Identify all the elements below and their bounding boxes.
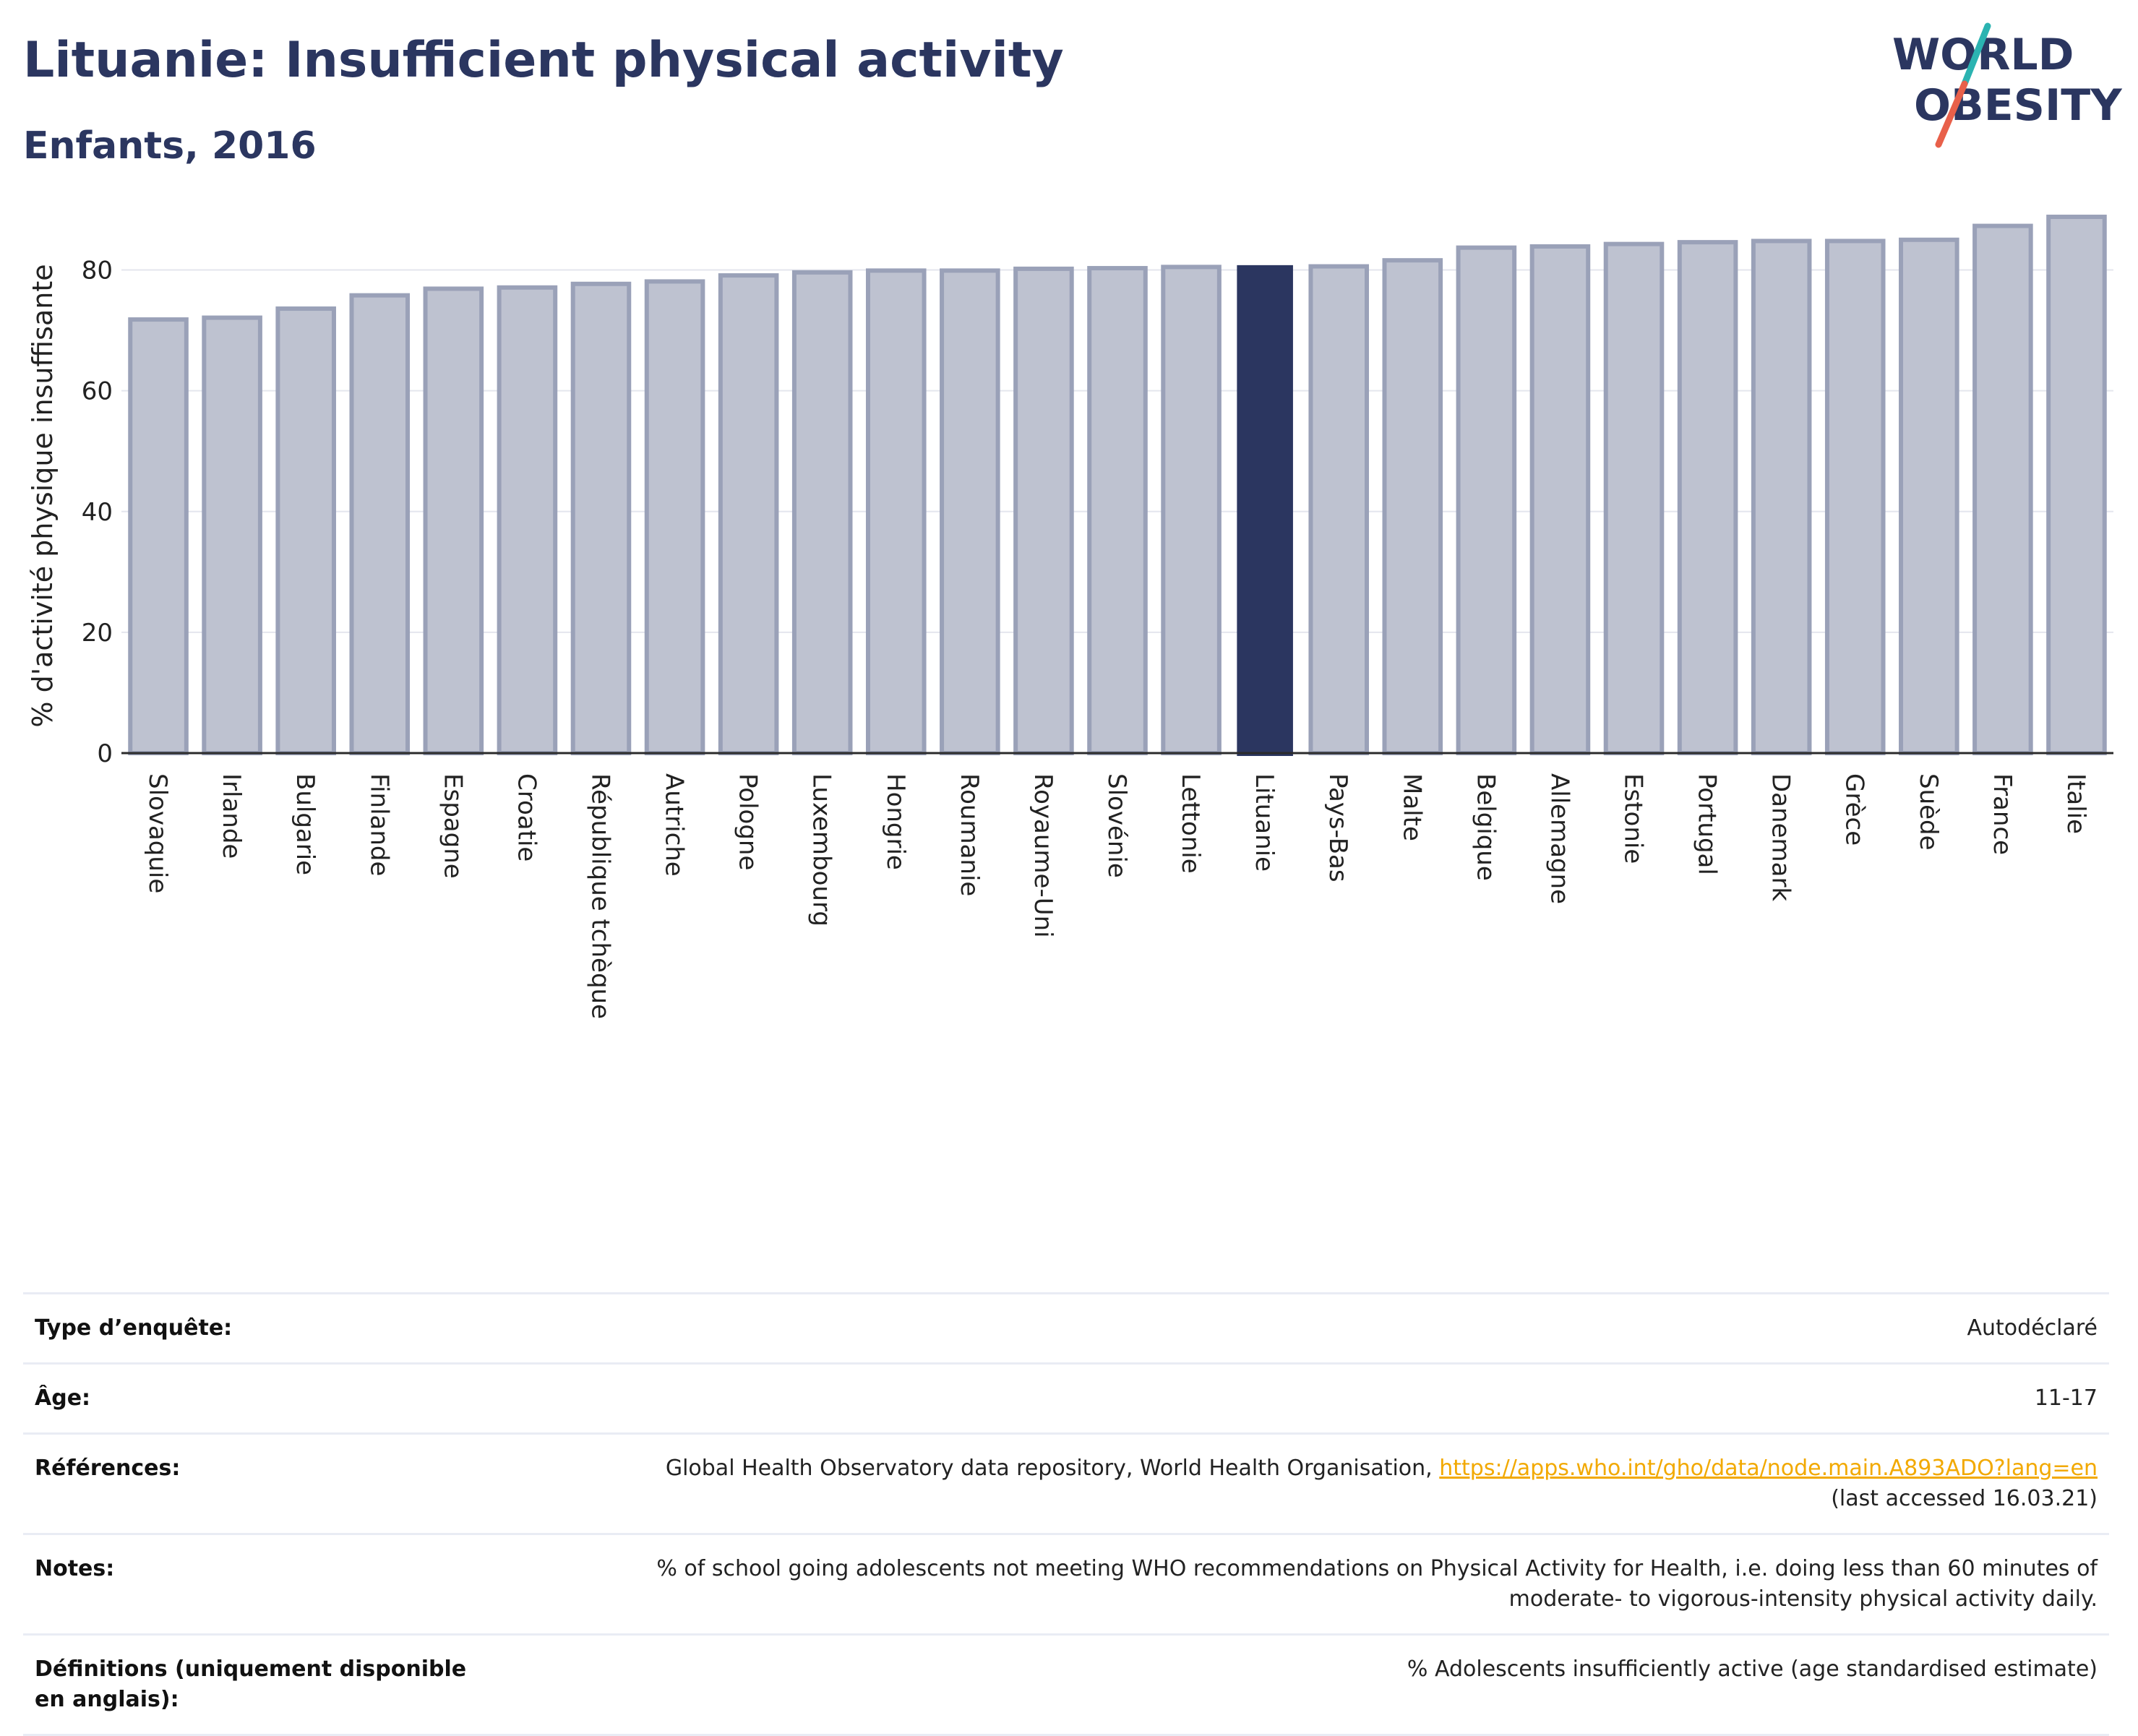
y-tick-label-60: 60 (82, 377, 113, 406)
x-tick-label-suede: Suède (1914, 773, 1943, 851)
bar-republique-tcheque (570, 281, 632, 756)
x-tick-label-bulgarie: Bulgarie (291, 773, 319, 875)
info-row-references: Références: Global Health Observatory da… (23, 1432, 2109, 1535)
logo-slash-teal (1961, 22, 1991, 87)
y-tick-label-80: 80 (82, 257, 113, 285)
notes-line-1: % of school going adolescents not meetin… (656, 1556, 2098, 1581)
notes-label: Notes: (23, 1533, 509, 1636)
bar-finlande (349, 293, 411, 756)
info-row-age: Âge: 11-17 (23, 1362, 2109, 1435)
x-tick-label-croatie: Croatie (512, 773, 541, 861)
x-tick-label-roumanie: Roumanie (955, 773, 984, 896)
x-tick-label-hongrie: Hongrie (881, 773, 910, 870)
info-table: Type d’enquête: Autodéclaré Âge: 11-17 R… (23, 1292, 2109, 1736)
references-label: Références: (23, 1432, 509, 1535)
x-tick-label-slovenie: Slovénie (1102, 773, 1131, 878)
bar-roumanie (940, 268, 1000, 755)
references-value: Global Health Observatory data repositor… (509, 1432, 2109, 1535)
chart-title: Lituanie: Insufficient physical activity (23, 32, 1064, 89)
logo-slash-coral (1935, 80, 1968, 148)
y-axis-title: % d'activité physique insuffisante (27, 264, 59, 727)
info-row-notes: Notes: % of school going adolescents not… (23, 1533, 2109, 1636)
world-obesity-logo: WORLD OBESITY (1892, 22, 2123, 148)
x-tick-label-danemark: Danemark (1766, 773, 1795, 901)
y-tick-label-20: 20 (82, 619, 113, 648)
bar-lettonie (1161, 265, 1222, 755)
info-row-definitions: Définitions (uniquement disponible en an… (23, 1633, 2109, 1736)
references-text: Global Health Observatory data repositor… (665, 1456, 1433, 1481)
notes-line-2: moderate- to vigorous-intensity physical… (1508, 1586, 2098, 1612)
bar-suede (1899, 237, 1959, 755)
bar-hongrie (865, 268, 927, 755)
bar-malte (1382, 258, 1443, 756)
bar-estonie (1603, 241, 1665, 756)
x-tick-label-grece: Grèce (1840, 773, 1869, 846)
bar-bulgarie (275, 306, 336, 755)
x-tick-label-republique-tcheque: République tchèque (585, 773, 614, 1019)
bar-italie (2046, 215, 2107, 755)
survey-type-label: Type d’enquête: (23, 1292, 509, 1365)
x-tick-label-malte: Malte (1397, 773, 1426, 841)
x-tick-label-pologne: Pologne (734, 773, 763, 870)
definitions-value: % Adolescents insufficiently active (age… (509, 1633, 2109, 1736)
info-row-survey-type: Type d’enquête: Autodéclaré (23, 1292, 2109, 1365)
bar-danemark (1751, 239, 1812, 755)
references-accessed: (last accessed 16.03.21) (1831, 1486, 2098, 1511)
bar-belgique (1456, 245, 1517, 755)
age-value: 11-17 (509, 1362, 2109, 1435)
bar-grece (1824, 239, 1886, 755)
bar-luxembourg (791, 270, 853, 755)
y-tick-label-0: 0 (97, 739, 113, 768)
x-tick-label-luxembourg: Luxembourg (807, 773, 836, 927)
x-tick-label-belgique: Belgique (1471, 773, 1500, 881)
bar-allemagne (1529, 244, 1591, 756)
notes-value: % of school going adolescents not meetin… (509, 1533, 2109, 1636)
age-label: Âge: (23, 1362, 509, 1435)
x-tick-label-italie: Italie (2061, 773, 2090, 834)
x-tick-label-allemagne: Allemagne (1545, 773, 1574, 904)
x-tick-label-irlande: Irlande (217, 773, 246, 859)
x-tick-label-lituanie: Lituanie (1250, 773, 1279, 872)
y-tick-label-40: 40 (82, 498, 113, 527)
chart-subtitle: Enfants, 2016 (23, 124, 317, 168)
x-tick-label-slovaquie: Slovaquie (143, 773, 172, 893)
bar-irlande (202, 315, 262, 755)
bar-pays-bas (1308, 264, 1370, 755)
x-tick-label-france: France (1988, 773, 2017, 855)
bar-lituanie (1237, 265, 1293, 757)
bar-slovenie (1087, 266, 1148, 755)
definitions-label: Définitions (uniquement disponible en an… (23, 1633, 509, 1736)
x-tick-label-royaume-uni: Royaume-Uni (1029, 773, 1057, 938)
bar-espagne (423, 286, 484, 755)
x-tick-label-finlande: Finlande (364, 773, 393, 876)
x-tick-label-espagne: Espagne (438, 773, 467, 879)
x-tick-label-portugal: Portugal (1693, 773, 1722, 875)
x-tick-label-lettonie: Lettonie (1176, 773, 1205, 874)
bar-croatie (497, 285, 558, 755)
references-link[interactable]: https://apps.who.int/gho/data/node.main.… (1439, 1456, 2098, 1481)
bar-pologne (718, 273, 779, 755)
bar-autriche (644, 279, 705, 756)
bar-chart: 0 20 40 60 80 % d'activité physique insuffisa… (27, 215, 2113, 1019)
bar-slovaquie (128, 317, 189, 755)
bar-royaume-uni (1013, 266, 1074, 755)
x-tick-label-estonie: Estonie (1619, 773, 1648, 864)
survey-type-value: Autodéclaré (509, 1292, 2109, 1365)
x-tick-label-autriche: Autriche (660, 773, 689, 877)
bar-portugal (1677, 240, 1738, 755)
x-tick-label-pays-bas: Pays-Bas (1323, 773, 1352, 882)
bar-france (1972, 223, 2033, 755)
